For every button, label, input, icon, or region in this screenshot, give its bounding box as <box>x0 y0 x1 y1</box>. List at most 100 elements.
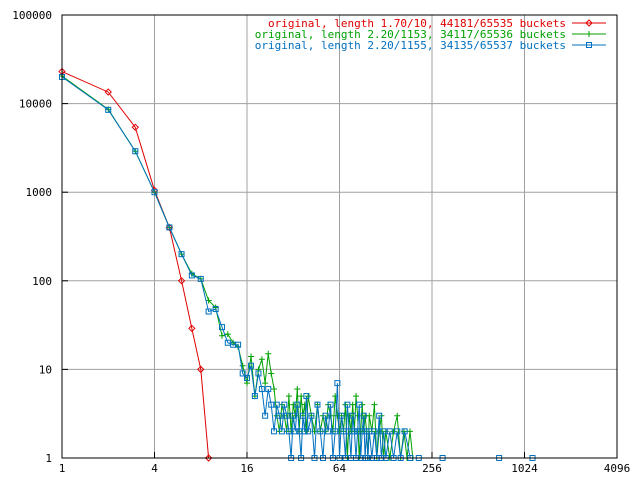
data-point <box>303 393 310 400</box>
data-point <box>239 362 246 369</box>
data-point <box>325 428 332 435</box>
data-point <box>105 106 112 113</box>
data-point <box>371 401 378 408</box>
data-point <box>290 412 297 419</box>
legend-label: original, length 2.20/1153, 34117/65536 … <box>255 28 566 41</box>
data-point <box>285 393 292 400</box>
data-point <box>218 332 225 339</box>
data-point <box>327 401 334 408</box>
data-point <box>394 428 401 435</box>
data-point <box>349 412 356 419</box>
data-point <box>251 393 258 400</box>
data-point <box>376 412 383 419</box>
data-point <box>205 297 212 304</box>
data-point <box>258 356 265 363</box>
data-point <box>273 401 280 408</box>
y-tick-label: 10000 <box>19 98 52 111</box>
data-point <box>314 401 321 408</box>
data-point <box>351 428 358 435</box>
legend-label: original, length 2.20/1155, 34135/65537 … <box>255 39 566 52</box>
data-point <box>308 412 315 419</box>
y-tick-label: 1 <box>45 452 52 465</box>
y-tick-label: 10 <box>39 363 52 376</box>
legend-label: original, length 1.70/10, 44181/65535 bu… <box>268 17 566 30</box>
data-point <box>394 412 401 419</box>
legend: original, length 1.70/10, 44181/65535 bu… <box>255 17 606 52</box>
data-point <box>360 412 367 419</box>
data-point <box>401 428 408 435</box>
y-tick-label: 100000 <box>12 9 52 22</box>
x-tick-label: 64 <box>333 462 347 475</box>
data-point <box>322 412 329 419</box>
x-tick-label: 1024 <box>511 462 538 475</box>
data-point <box>586 42 592 48</box>
data-point <box>344 401 351 408</box>
data-point <box>317 428 324 435</box>
data-point <box>332 428 339 435</box>
data-point <box>283 412 290 419</box>
data-point <box>218 324 225 331</box>
data-point <box>178 251 185 258</box>
data-point <box>299 412 306 419</box>
y-tick-label: 100 <box>32 275 52 288</box>
data-point <box>406 428 413 435</box>
data-point <box>586 31 592 37</box>
data-point <box>271 428 278 435</box>
data-point <box>301 428 308 435</box>
data-point <box>268 401 275 408</box>
data-point <box>262 412 269 419</box>
data-point <box>386 428 393 435</box>
data-point <box>248 353 255 360</box>
data-point <box>359 401 366 408</box>
data-point <box>104 88 112 96</box>
tick-labels: 1 4 16 64 256 1024 4096 1 10 100 1000 10000 100000 <box>12 9 630 475</box>
data-point <box>366 412 373 419</box>
data-point <box>188 272 195 279</box>
data-point <box>177 277 186 285</box>
data-point <box>585 19 593 27</box>
data-point <box>205 308 212 315</box>
data-point <box>197 365 205 374</box>
data-point <box>271 386 278 393</box>
data-point <box>278 428 285 435</box>
data-point <box>235 341 242 348</box>
data-point <box>166 224 173 231</box>
data-point <box>132 148 139 155</box>
data-point <box>281 401 288 408</box>
data-point <box>151 189 158 196</box>
data-point <box>353 393 360 400</box>
data-point <box>258 386 265 393</box>
data-point <box>294 401 301 408</box>
data-point <box>188 324 196 333</box>
plot-frame <box>61 14 618 459</box>
x-tick-label: 4096 <box>604 462 631 475</box>
data-point <box>305 428 312 435</box>
data-point <box>224 331 231 338</box>
data-point <box>248 362 255 369</box>
data-point <box>338 412 345 419</box>
data-point <box>285 428 292 435</box>
data-point <box>380 428 387 435</box>
data-point <box>292 428 299 435</box>
data-point <box>265 350 272 357</box>
data-point <box>294 386 301 393</box>
x-tick-label: 1 <box>59 462 66 475</box>
data-point <box>349 401 356 408</box>
data-point <box>359 428 366 435</box>
x-tick-label: 4 <box>151 462 158 475</box>
data-point <box>255 370 262 377</box>
data-point <box>239 370 246 377</box>
data-point <box>204 454 213 462</box>
x-tick-label: 256 <box>422 462 442 475</box>
data-point <box>371 428 378 435</box>
y-tick-label: 1000 <box>26 186 53 199</box>
data-point <box>265 386 272 393</box>
x-tick-label: 16 <box>240 462 253 475</box>
data-point <box>390 428 397 435</box>
series-layer <box>58 67 536 462</box>
data-point <box>262 380 269 387</box>
data-point <box>244 380 250 387</box>
data-point <box>197 275 204 282</box>
